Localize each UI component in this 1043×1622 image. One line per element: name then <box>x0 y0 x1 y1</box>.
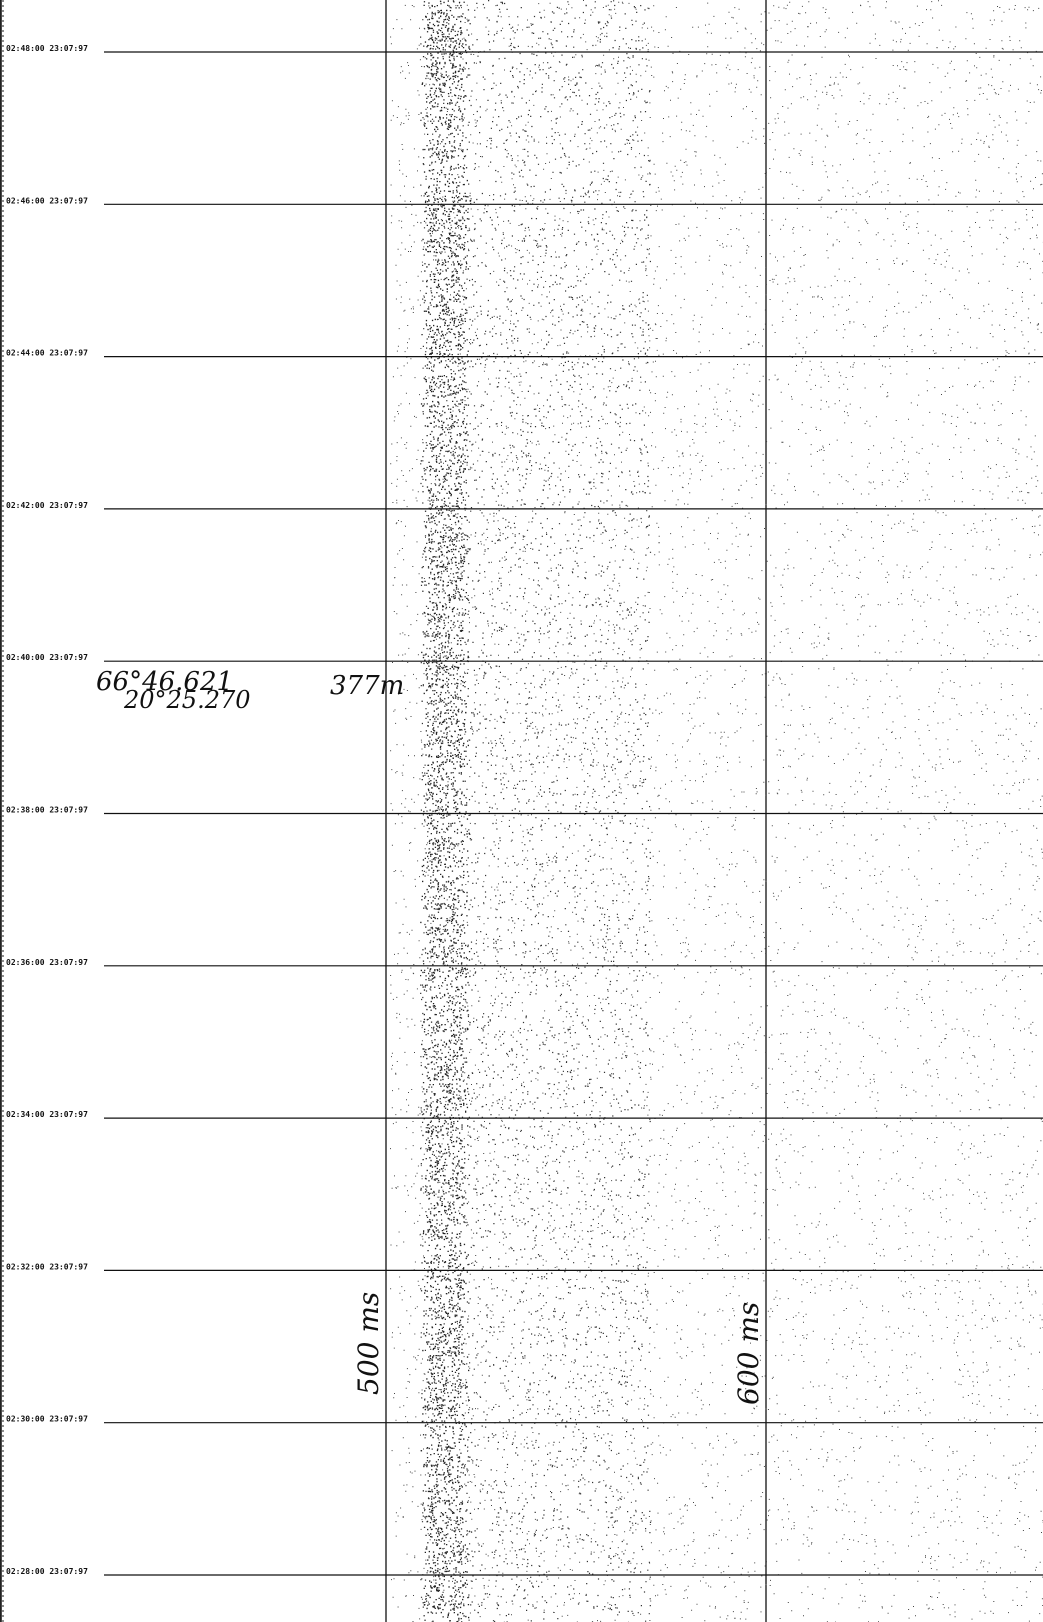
time-label: 02:48:00 23:07:97 <box>6 44 88 53</box>
time-marks: 02:48:00 23:07:97 02:46:00 23:07:97 02:44:… <box>6 44 1043 1576</box>
time-label: 02:40:00 23:07:97 <box>6 653 88 662</box>
time-label: 02:44:00 23:07:97 <box>6 349 88 358</box>
longitude: 20°25.270 <box>123 686 251 714</box>
scale-label: 500 ms <box>352 1292 385 1395</box>
time-label: 02:28:00 23:07:97 <box>6 1567 88 1576</box>
time-label: 02:34:00 23:07:97 <box>6 1110 88 1119</box>
time-label: 02:38:00 23:07:97 <box>6 806 88 815</box>
time-label: 02:46:00 23:07:97 <box>6 196 88 205</box>
time-label: 02:42:00 23:07:97 <box>6 501 88 510</box>
time-label: 02:30:00 23:07:97 <box>6 1415 88 1424</box>
scale-label: 600 ms <box>732 1302 765 1405</box>
time-label: 02:32:00 23:07:97 <box>6 1262 88 1271</box>
time-label: 02:36:00 23:07:97 <box>6 958 88 967</box>
latitude: 66°46.621 <box>96 667 233 697</box>
depth: 377m <box>330 671 404 701</box>
second-trace <box>0 0 2 1622</box>
